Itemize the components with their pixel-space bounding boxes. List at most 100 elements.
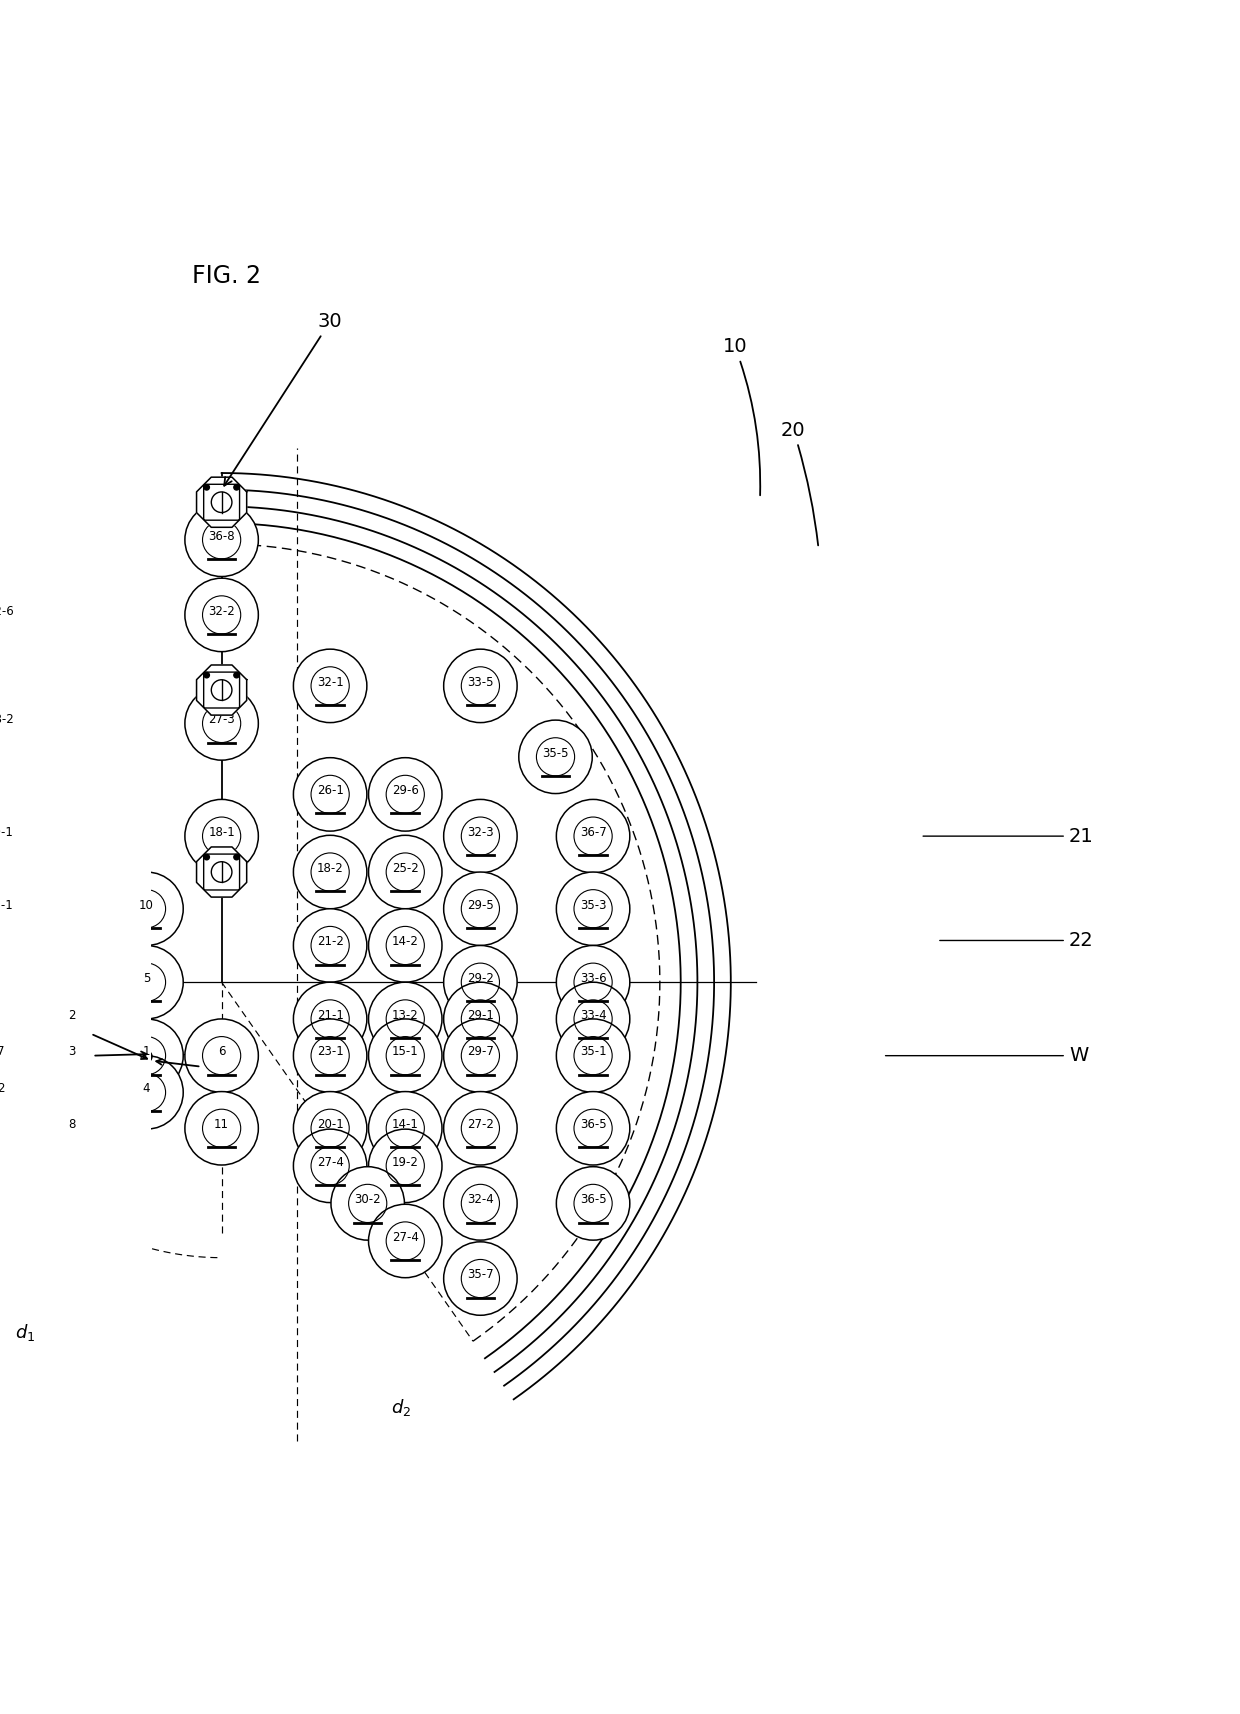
Text: 3: 3 — [68, 1046, 76, 1059]
Circle shape — [368, 1018, 441, 1092]
Text: 19-1: 19-1 — [0, 826, 14, 838]
Circle shape — [368, 1130, 441, 1203]
Text: 29-7: 29-7 — [467, 1046, 494, 1059]
Circle shape — [368, 908, 441, 982]
Text: 8: 8 — [68, 1118, 76, 1131]
Circle shape — [557, 1167, 630, 1241]
Text: 32-6: 32-6 — [0, 605, 14, 617]
Circle shape — [294, 982, 367, 1056]
Circle shape — [205, 854, 210, 860]
Circle shape — [368, 835, 441, 908]
Text: 21-1: 21-1 — [316, 1010, 343, 1022]
Text: 32-1: 32-1 — [316, 675, 343, 689]
Text: 23-1: 23-1 — [316, 1046, 343, 1059]
Text: 6: 6 — [218, 1046, 226, 1059]
Text: 11: 11 — [215, 1118, 229, 1131]
Circle shape — [557, 872, 630, 946]
Circle shape — [444, 1243, 517, 1315]
Text: 13-2: 13-2 — [392, 1010, 419, 1022]
Circle shape — [444, 650, 517, 723]
Circle shape — [444, 1167, 517, 1241]
Circle shape — [444, 799, 517, 872]
Circle shape — [368, 758, 441, 831]
Text: 27-3: 27-3 — [208, 713, 236, 727]
Text: 35-5: 35-5 — [542, 747, 569, 759]
Text: 33-6: 33-6 — [580, 972, 606, 986]
Text: 36-5: 36-5 — [580, 1193, 606, 1207]
Circle shape — [0, 1056, 37, 1130]
Text: 29-2: 29-2 — [467, 972, 494, 986]
Circle shape — [294, 1018, 367, 1092]
Text: 14-1: 14-1 — [392, 1118, 419, 1131]
Text: 32-2: 32-2 — [208, 605, 236, 617]
Text: 21-2: 21-2 — [316, 936, 343, 948]
Circle shape — [557, 1018, 630, 1092]
Text: 30-2: 30-2 — [355, 1193, 381, 1207]
Circle shape — [110, 872, 184, 946]
Text: 18-1: 18-1 — [208, 826, 236, 838]
Circle shape — [518, 720, 593, 794]
Circle shape — [368, 1205, 441, 1277]
Text: 25-2: 25-2 — [392, 862, 419, 874]
Circle shape — [0, 1018, 37, 1092]
Text: 28-2: 28-2 — [0, 713, 14, 727]
Circle shape — [185, 1092, 258, 1166]
Text: 1: 1 — [143, 1046, 150, 1059]
Text: 20-1: 20-1 — [316, 1118, 343, 1131]
Circle shape — [110, 1018, 184, 1092]
Circle shape — [444, 1092, 517, 1166]
Text: 27-4: 27-4 — [392, 1231, 419, 1244]
Text: 13-1: 13-1 — [0, 898, 14, 912]
Circle shape — [185, 687, 258, 761]
Circle shape — [331, 1167, 404, 1241]
Circle shape — [0, 687, 37, 761]
Text: 10: 10 — [139, 898, 154, 912]
Circle shape — [234, 672, 239, 677]
Circle shape — [294, 1092, 367, 1166]
Circle shape — [294, 908, 367, 982]
Text: 26-1: 26-1 — [316, 785, 343, 797]
Text: 10: 10 — [723, 338, 760, 495]
Circle shape — [234, 854, 239, 860]
Text: 35-1: 35-1 — [580, 1046, 606, 1059]
Circle shape — [36, 1092, 109, 1166]
Circle shape — [185, 799, 258, 872]
Text: $d_1$: $d_1$ — [15, 1321, 36, 1344]
Text: 2: 2 — [68, 1010, 76, 1022]
Circle shape — [110, 1056, 184, 1130]
Circle shape — [294, 835, 367, 908]
Text: 36-8: 36-8 — [208, 530, 234, 543]
Text: 30: 30 — [224, 312, 342, 485]
Circle shape — [205, 485, 210, 490]
Text: 32-3: 32-3 — [467, 826, 494, 838]
Circle shape — [36, 1018, 109, 1092]
Text: 14-2: 14-2 — [392, 936, 419, 948]
Circle shape — [444, 872, 517, 946]
Circle shape — [294, 1130, 367, 1203]
Circle shape — [294, 758, 367, 831]
Circle shape — [185, 578, 258, 651]
Text: 20: 20 — [781, 420, 818, 545]
Text: 4: 4 — [143, 1082, 150, 1095]
Polygon shape — [197, 476, 247, 528]
Text: 15-1: 15-1 — [392, 1046, 419, 1059]
Circle shape — [0, 872, 37, 946]
Circle shape — [0, 578, 37, 651]
Circle shape — [444, 1018, 517, 1092]
Circle shape — [234, 485, 239, 490]
Text: 36-5: 36-5 — [580, 1118, 606, 1131]
Circle shape — [294, 650, 367, 723]
Circle shape — [185, 1018, 258, 1092]
Circle shape — [110, 946, 184, 1018]
Polygon shape — [197, 847, 247, 896]
Text: 33-5: 33-5 — [467, 675, 494, 689]
Circle shape — [557, 1092, 630, 1166]
Circle shape — [444, 982, 517, 1056]
Text: 22: 22 — [940, 931, 1094, 950]
Text: 32-4: 32-4 — [467, 1193, 494, 1207]
Polygon shape — [197, 665, 247, 715]
Text: 21: 21 — [923, 826, 1094, 845]
Text: 36-7: 36-7 — [580, 826, 606, 838]
Text: 35-7: 35-7 — [467, 1268, 494, 1282]
Text: 29-1: 29-1 — [467, 1010, 494, 1022]
